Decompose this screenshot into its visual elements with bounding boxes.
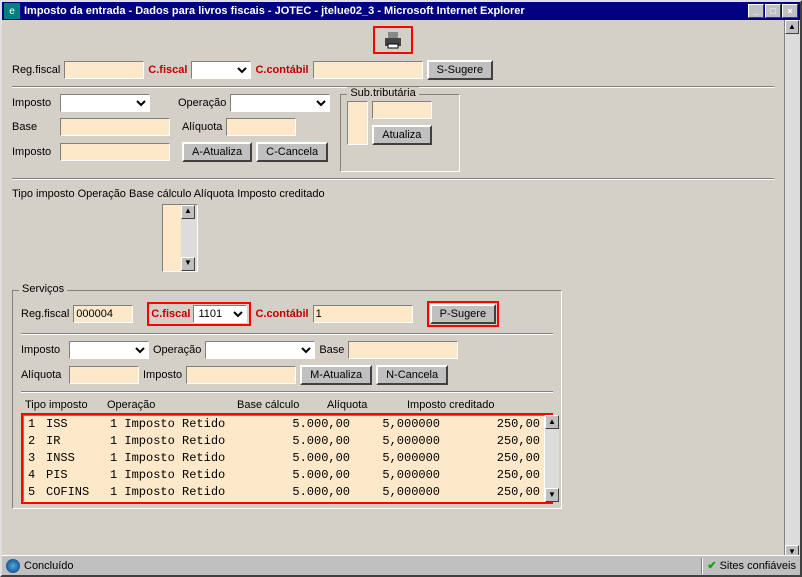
c-contabil-input[interactable] bbox=[313, 61, 423, 79]
srv-reg-fiscal-input[interactable] bbox=[73, 305, 133, 323]
maximize-button[interactable]: □ bbox=[765, 4, 781, 18]
s-sugere-button[interactable]: S-Sugere bbox=[427, 60, 493, 80]
hdr-op: Operação bbox=[107, 399, 237, 411]
hdr-tipo: Tipo imposto bbox=[25, 399, 107, 411]
imposto-label: Imposto bbox=[12, 97, 56, 109]
operacao-select[interactable] bbox=[230, 94, 330, 112]
page-scrollbar[interactable]: ▲ ▼ bbox=[784, 20, 800, 559]
hdr-bc: Base cálculo bbox=[237, 399, 327, 411]
sub-tributaria-label: Sub.tributária bbox=[347, 87, 418, 99]
hdr-ic: Imposto creditado bbox=[407, 399, 494, 411]
close-button[interactable]: × bbox=[782, 4, 798, 18]
sub-trib-list[interactable] bbox=[347, 101, 368, 145]
servicos-table-highlight: 1ISS 1 Imposto Retido5.000,005,000000250… bbox=[21, 413, 553, 504]
imposto-select[interactable] bbox=[60, 94, 150, 112]
scroll-up-icon[interactable]: ▲ bbox=[545, 415, 559, 429]
content-area: Reg.fiscal C.fiscal C.contábil S-Sugere … bbox=[2, 20, 800, 559]
sub-tributaria-group: Sub.tributária Atualiza bbox=[340, 94, 460, 172]
imposto2-label: Imposto bbox=[12, 146, 56, 158]
srv-operacao-select[interactable] bbox=[205, 341, 315, 359]
sub-trib-input[interactable] bbox=[372, 101, 432, 119]
c-fiscal-select[interactable] bbox=[191, 61, 251, 79]
c-fiscal-label: C.fiscal bbox=[148, 64, 187, 76]
table-row[interactable]: 4PIS 1 Imposto Retido5.000,005,000000250… bbox=[24, 467, 544, 484]
srv-imposto2-label: Imposto bbox=[143, 369, 182, 381]
minimize-button[interactable]: _ bbox=[748, 4, 764, 18]
srv-base-input[interactable] bbox=[348, 341, 458, 359]
table-scrollbar[interactable]: ▲ ▼ bbox=[545, 415, 559, 502]
servicos-table[interactable]: 1ISS 1 Imposto Retido5.000,005,000000250… bbox=[23, 415, 545, 502]
table-row[interactable]: 5COFINS 1 Imposto Retido5.000,005,000000… bbox=[24, 484, 544, 501]
titlebar: e Imposto da entrada - Dados para livros… bbox=[2, 2, 800, 20]
top-list-header: Tipo imposto Operação Base cálculo Alíqu… bbox=[12, 188, 774, 200]
hdr-al: Alíquota bbox=[327, 399, 407, 411]
a-atualiza-button[interactable]: A-Atualiza bbox=[182, 142, 252, 162]
statusbar: Concluído ✔ Sites confiáveis bbox=[2, 555, 800, 575]
srv-operacao-label: Operação bbox=[153, 344, 201, 356]
srv-imposto-label: Imposto bbox=[21, 344, 65, 356]
operacao-label: Operação bbox=[178, 97, 226, 109]
print-button[interactable] bbox=[373, 26, 413, 54]
table-row[interactable]: 2IR 1 Imposto Retido5.000,005,000000250,… bbox=[24, 433, 544, 450]
globe-icon bbox=[6, 559, 20, 573]
top-listbox[interactable]: ▲ ▼ bbox=[162, 204, 198, 272]
atualiza-button[interactable]: Atualiza bbox=[372, 125, 432, 145]
aliquota-label: Alíquota bbox=[182, 121, 222, 133]
p-sugere-button[interactable]: P-Sugere bbox=[430, 304, 496, 324]
reg-fiscal-input[interactable] bbox=[64, 61, 144, 79]
srv-aliquota-input[interactable] bbox=[69, 366, 139, 384]
ie-window: e Imposto da entrada - Dados para livros… bbox=[0, 0, 802, 577]
srv-imposto-input[interactable] bbox=[186, 366, 296, 384]
srv-reg-fiscal-label: Reg.fiscal bbox=[21, 308, 69, 320]
srv-aliquota-label: Alíquota bbox=[21, 369, 65, 381]
table-row[interactable]: 3INSS 1 Imposto Retido5.000,005,00000025… bbox=[24, 450, 544, 467]
ie-icon: e bbox=[4, 3, 20, 19]
srv-c-fiscal-label: C.fiscal bbox=[151, 308, 190, 320]
srv-c-fiscal-select[interactable]: 1101 bbox=[193, 305, 247, 323]
srv-c-contabil-input[interactable] bbox=[313, 305, 413, 323]
srv-c-contabil-label: C.contábil bbox=[255, 308, 308, 320]
m-atualiza-button[interactable]: M-Atualiza bbox=[300, 365, 372, 385]
status-zone: Sites confiáveis bbox=[720, 560, 796, 572]
window-title: Imposto da entrada - Dados para livros f… bbox=[24, 5, 748, 17]
servicos-group: Serviços Reg.fiscal C.fiscal 1101 C.cont… bbox=[12, 290, 562, 509]
trusted-icon: ✔ bbox=[707, 559, 716, 572]
aliquota-input[interactable] bbox=[226, 118, 296, 136]
scroll-down-icon[interactable]: ▼ bbox=[545, 488, 559, 502]
reg-fiscal-label: Reg.fiscal bbox=[12, 64, 60, 76]
status-text: Concluído bbox=[24, 560, 74, 572]
servicos-title: Serviços bbox=[19, 283, 67, 295]
table-row[interactable]: 1ISS 1 Imposto Retido5.000,005,000000250… bbox=[24, 416, 544, 433]
n-cancela-button[interactable]: N-Cancela bbox=[376, 365, 448, 385]
srv-base-label: Base bbox=[319, 344, 344, 356]
base-label: Base bbox=[12, 121, 56, 133]
imposto-input[interactable] bbox=[60, 143, 170, 161]
page-scroll-up[interactable]: ▲ bbox=[785, 20, 799, 34]
base-input[interactable] bbox=[60, 118, 170, 136]
c-cancela-button[interactable]: C-Cancela bbox=[256, 142, 328, 162]
srv-imposto-select[interactable] bbox=[69, 341, 149, 359]
c-contabil-label: C.contábil bbox=[255, 64, 308, 76]
